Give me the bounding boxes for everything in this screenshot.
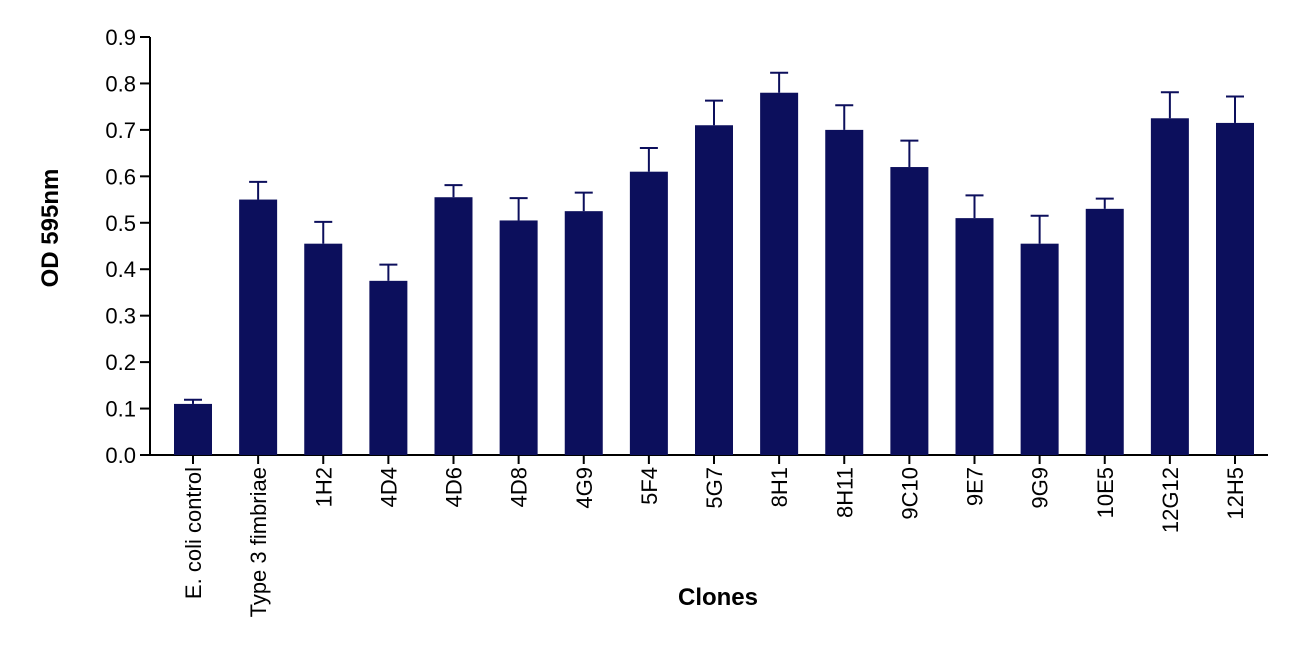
x-tick-label: 10E5 — [1093, 467, 1118, 518]
bar — [434, 197, 473, 455]
bar — [890, 167, 929, 456]
y-tick-label: 0.1 — [105, 397, 136, 422]
bars-group — [174, 92, 1254, 456]
y-axis-title: OD 595nm — [37, 169, 64, 288]
bar — [1216, 122, 1254, 455]
bar — [499, 220, 538, 455]
y-tick-label: 0.7 — [105, 118, 136, 143]
x-tick-label: 12G12 — [1158, 467, 1183, 533]
bar — [174, 403, 212, 455]
y-axis: 0.0 0.1 0.2 0.3 0.4 0.5 0.6 0.7 0.8 0.9 — [105, 25, 151, 468]
y-tick-label: 0.0 — [105, 443, 136, 468]
x-tick-label: 4D6 — [442, 467, 467, 507]
category-labels: E. coli control Type 3 fimbriae 1H2 4D4 4D6 4… — [181, 467, 1248, 617]
bar — [564, 211, 603, 455]
bar — [760, 92, 799, 455]
error-bars-group — [184, 71, 1244, 404]
bar — [304, 243, 343, 455]
x-tick-label: 8H11 — [832, 467, 857, 518]
bar — [629, 171, 668, 455]
x-tick-label: 8H1 — [767, 467, 792, 507]
x-tick-label: E. coli control — [181, 467, 206, 599]
x-tick-label: 4D4 — [376, 467, 401, 507]
x-tick-label: 4G9 — [572, 467, 597, 509]
y-tick-label: 0.8 — [105, 71, 136, 96]
x-tick-label: 1H2 — [311, 467, 336, 507]
x-tick-label: 9G9 — [1028, 467, 1053, 509]
x-axis — [150, 454, 1268, 464]
bar — [825, 129, 864, 455]
bar — [239, 199, 278, 455]
y-tick-label: 0.9 — [105, 25, 136, 50]
x-axis-title: Clones — [678, 584, 758, 611]
y-tick-label: 0.3 — [105, 304, 136, 329]
y-tick-label: 0.5 — [105, 211, 136, 236]
y-tick-label: 0.6 — [105, 164, 136, 189]
bar — [955, 218, 994, 455]
x-tick-label: Type 3 fimbriae — [246, 467, 271, 617]
x-tick-label: 9C10 — [897, 467, 922, 520]
x-tick-label: 9E7 — [963, 467, 988, 506]
y-tick-label: 0.4 — [105, 257, 136, 282]
x-tick-label: 4D8 — [507, 467, 532, 507]
bar — [1020, 243, 1059, 455]
y-tick-label: 0.2 — [105, 350, 136, 375]
bar — [695, 125, 733, 455]
x-tick-label: 5G7 — [702, 467, 727, 509]
bar — [1085, 208, 1124, 455]
x-tick-label: 12H5 — [1223, 467, 1248, 520]
bar — [1150, 118, 1189, 456]
bar — [369, 280, 408, 455]
x-tick-label: 5F4 — [637, 467, 662, 505]
